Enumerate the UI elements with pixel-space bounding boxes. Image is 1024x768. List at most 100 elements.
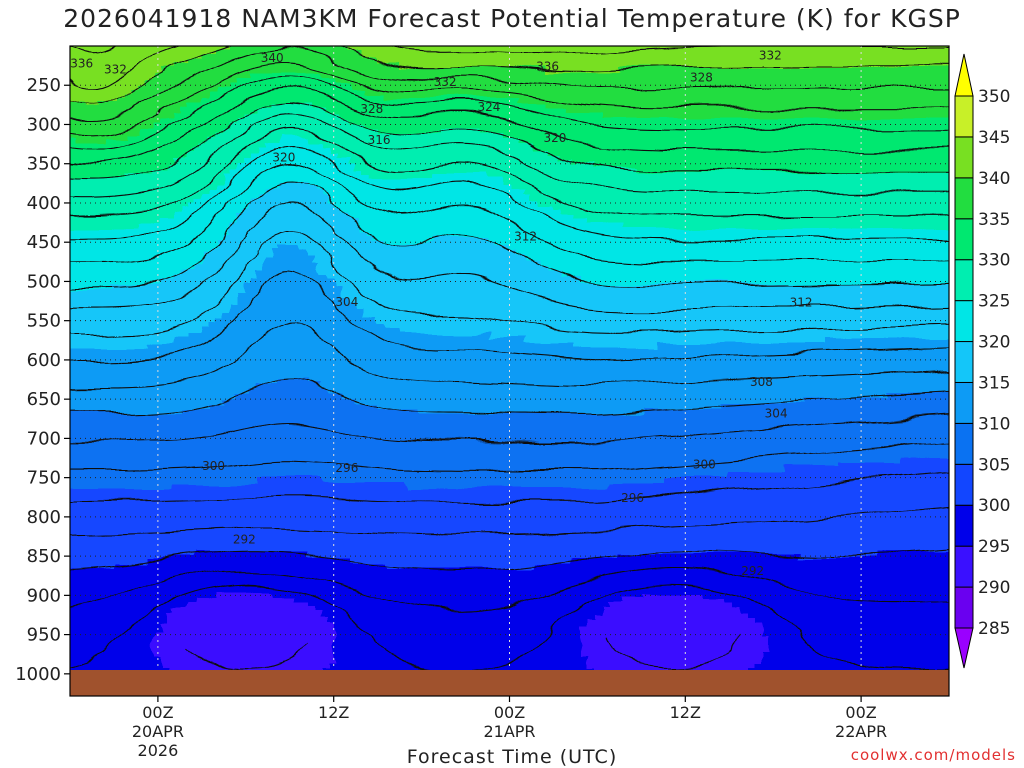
theta-cell [328, 583, 336, 589]
theta-cell [181, 123, 189, 129]
theta-cell [321, 533, 329, 539]
theta-cell [244, 588, 252, 594]
theta-cell [83, 143, 91, 149]
theta-cell [286, 513, 294, 519]
theta-cell [279, 483, 287, 489]
theta-cell [216, 318, 224, 324]
theta-cell [265, 498, 273, 504]
theta-cell [258, 393, 266, 399]
theta-cell [97, 533, 105, 539]
theta-cell [167, 103, 175, 109]
theta-cell [104, 153, 112, 159]
theta-cell [104, 353, 112, 359]
theta-cell [188, 113, 196, 119]
theta-cell [293, 263, 301, 269]
theta-cell [293, 123, 301, 129]
theta-cell [251, 53, 259, 59]
theta-cell [286, 93, 294, 99]
theta-cell [237, 558, 245, 564]
theta-cell [265, 228, 273, 234]
theta-cell [111, 608, 119, 614]
theta-cell [272, 248, 280, 254]
theta-cell [104, 628, 112, 634]
theta-cell [111, 128, 119, 134]
theta-cell [104, 448, 112, 454]
theta-cell [258, 88, 266, 94]
theta-cell [209, 223, 217, 229]
theta-cell [104, 658, 112, 664]
theta-cell [125, 168, 133, 174]
theta-cell [258, 438, 266, 444]
theta-cell [97, 628, 105, 634]
theta-cell [167, 388, 175, 394]
theta-cell [188, 278, 196, 284]
theta-cell [321, 103, 329, 109]
theta-cell [258, 388, 266, 394]
theta-cell [237, 123, 245, 129]
theta-cell [300, 648, 308, 654]
theta-cell [279, 528, 287, 534]
theta-cell [251, 168, 259, 174]
theta-cell [139, 173, 147, 179]
theta-cell [188, 273, 196, 279]
theta-cell [230, 303, 238, 309]
theta-cell [321, 578, 329, 584]
theta-cell [70, 268, 77, 274]
theta-cell [230, 293, 238, 299]
theta-cell [293, 603, 301, 609]
theta-cell [174, 58, 182, 64]
theta-cell [188, 413, 196, 419]
theta-cell [209, 398, 217, 404]
theta-cell [181, 68, 189, 74]
theta-cell [125, 533, 133, 539]
theta-cell [223, 458, 231, 464]
theta-cell [118, 208, 126, 214]
theta-cell [244, 208, 252, 214]
theta-cell [223, 448, 231, 454]
theta-cell [104, 403, 112, 409]
theta-cell [146, 298, 154, 304]
theta-cell [62, 628, 70, 634]
theta-cell [70, 233, 77, 239]
theta-cell [244, 433, 252, 439]
theta-cell [83, 58, 91, 64]
theta-cell [328, 453, 336, 459]
theta-cell [76, 238, 84, 244]
theta-cell [328, 238, 336, 244]
theta-cell [258, 263, 266, 269]
theta-cell [300, 258, 308, 264]
theta-cell [76, 463, 84, 469]
theta-cell [279, 608, 287, 614]
theta-cell [153, 653, 161, 659]
theta-cell [265, 618, 273, 624]
theta-cell [251, 508, 259, 514]
theta-cell [307, 388, 315, 394]
theta-cell [258, 243, 266, 249]
theta-cell [223, 603, 231, 609]
theta-cell [132, 413, 140, 419]
theta-cell [279, 288, 287, 294]
theta-cell [76, 88, 84, 94]
theta-cell [202, 603, 210, 609]
theta-cell [146, 208, 154, 214]
theta-cell [104, 578, 112, 584]
theta-cell [111, 38, 119, 44]
theta-cell [202, 238, 210, 244]
theta-cell [90, 228, 98, 234]
theta-cell [90, 463, 98, 469]
theta-cell [300, 203, 308, 209]
theta-cell [132, 178, 140, 184]
theta-cell [230, 363, 238, 369]
theta-cell [97, 278, 105, 284]
theta-cell [125, 538, 133, 544]
theta-cell [160, 533, 168, 539]
theta-cell [90, 293, 98, 299]
theta-cell [90, 548, 98, 554]
theta-cell [216, 123, 224, 129]
theta-cell [223, 303, 231, 309]
theta-cell [167, 153, 175, 159]
theta-cell [314, 73, 322, 79]
theta-cell [209, 288, 217, 294]
theta-cell [300, 93, 308, 99]
theta-cell [195, 513, 203, 519]
